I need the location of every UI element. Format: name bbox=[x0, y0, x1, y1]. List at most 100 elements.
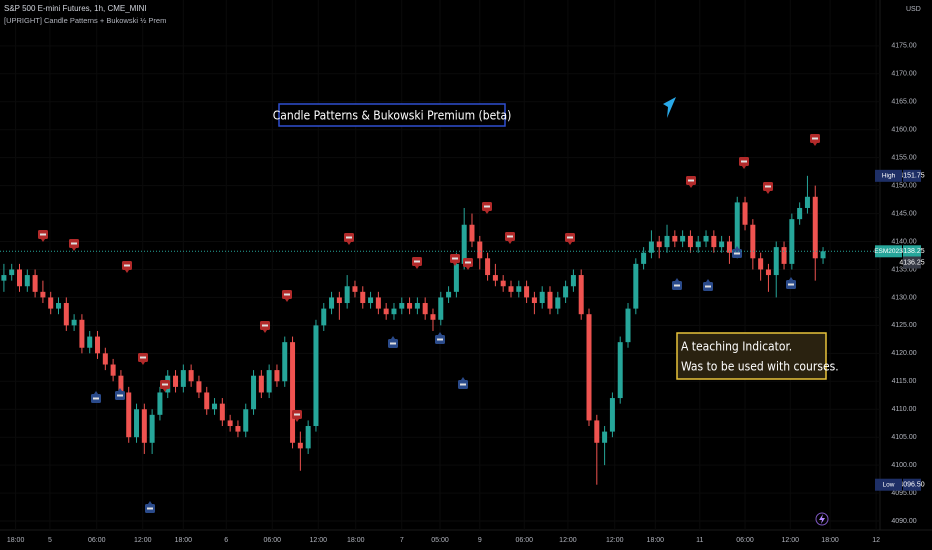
pattern-badge-text bbox=[294, 413, 300, 416]
price-tag: Low bbox=[883, 481, 895, 488]
candle-body bbox=[251, 375, 257, 410]
candle-body bbox=[531, 297, 537, 304]
candle-body bbox=[703, 235, 709, 242]
candle-body bbox=[329, 297, 335, 309]
candle-body bbox=[258, 375, 264, 393]
candle-body bbox=[555, 297, 561, 309]
y-tick-label: 4175.00 bbox=[891, 43, 916, 50]
candle-body bbox=[313, 325, 319, 427]
candle-body bbox=[469, 224, 475, 242]
pattern-badge-tip bbox=[766, 191, 770, 194]
candle-body bbox=[516, 286, 522, 292]
candle-body bbox=[391, 308, 397, 315]
price-label: 4136.25 bbox=[899, 259, 924, 266]
x-tick-label: 06:00 bbox=[88, 537, 106, 544]
pattern-badge-tip bbox=[453, 263, 457, 266]
pattern-badge-text bbox=[705, 285, 711, 288]
candle-body bbox=[24, 275, 30, 287]
y-tick-label: 4130.00 bbox=[891, 294, 916, 301]
candle-body bbox=[602, 431, 608, 443]
pattern-badge-tip bbox=[163, 389, 167, 392]
price-label-bg bbox=[903, 169, 921, 182]
candle-body bbox=[422, 303, 428, 315]
candle-body bbox=[508, 286, 514, 292]
y-tick-label: 4125.00 bbox=[891, 322, 916, 329]
candle-body bbox=[282, 342, 288, 382]
candle-body bbox=[235, 426, 241, 432]
pattern-badge-tip bbox=[285, 299, 289, 302]
candle-body bbox=[375, 297, 381, 309]
candle-body bbox=[352, 286, 358, 292]
candle-body bbox=[672, 235, 678, 242]
candle-body bbox=[266, 370, 272, 393]
y-tick-label: 4090.00 bbox=[891, 518, 916, 525]
x-tick-label: 18:00 bbox=[175, 537, 193, 544]
y-tick-label: 4145.00 bbox=[891, 210, 916, 217]
pattern-badge-text bbox=[71, 242, 77, 245]
alert-icon[interactable] bbox=[815, 512, 829, 526]
y-tick-label: 4140.00 bbox=[891, 238, 916, 245]
x-tick-label: 5 bbox=[48, 537, 52, 544]
price-tag-bg bbox=[875, 169, 902, 182]
candle-body bbox=[336, 297, 342, 304]
candle-body bbox=[126, 392, 132, 438]
candle-body bbox=[32, 275, 38, 292]
price-tag-bg bbox=[875, 478, 902, 491]
price-label: 4138.25 bbox=[899, 248, 924, 255]
y-tick-label: 4170.00 bbox=[891, 71, 916, 78]
candle-body bbox=[71, 319, 77, 326]
candle-body bbox=[524, 286, 530, 298]
pattern-badge-tip bbox=[347, 242, 351, 245]
pattern-badge-tip bbox=[148, 501, 152, 504]
price-tag: ESM2023 bbox=[874, 248, 903, 255]
candle-body bbox=[804, 196, 810, 208]
title-box bbox=[278, 103, 506, 127]
pattern-badge-text bbox=[346, 236, 352, 239]
pattern-badge-text bbox=[465, 261, 471, 264]
candle-body bbox=[547, 291, 553, 309]
x-tick-label: 12:00 bbox=[606, 537, 624, 544]
pattern-badge-text bbox=[262, 324, 268, 327]
pattern-badge-tip bbox=[485, 211, 489, 214]
pattern-badge-tip bbox=[295, 419, 299, 422]
candle-body bbox=[196, 381, 202, 393]
candle-body bbox=[586, 314, 592, 421]
chart-title: S&P 500 E-mini Futures, 1h, CME_MINI bbox=[4, 4, 147, 13]
y-tick-label: 4120.00 bbox=[891, 350, 916, 357]
pattern-badge-tip bbox=[118, 388, 122, 391]
pattern-badge-tip bbox=[789, 277, 793, 280]
x-tick-label: 6 bbox=[224, 537, 228, 544]
pattern-badge-tip bbox=[568, 242, 572, 245]
candle-body bbox=[414, 303, 420, 309]
x-tick-label: 18:00 bbox=[347, 537, 365, 544]
pattern-badge-tip bbox=[461, 377, 465, 380]
candle-body bbox=[578, 275, 584, 315]
candle-body bbox=[321, 308, 327, 326]
candle-body bbox=[399, 303, 405, 309]
pattern-badge-tip bbox=[415, 266, 419, 269]
price-label: 4151.75 bbox=[899, 173, 924, 180]
y-tick-label: 4100.00 bbox=[891, 462, 916, 469]
candle-body bbox=[407, 303, 413, 309]
candle-body bbox=[492, 275, 498, 281]
pattern-badge-tip bbox=[466, 267, 470, 270]
pattern-badge-tip bbox=[72, 248, 76, 251]
candle-body bbox=[141, 409, 147, 443]
candle-body bbox=[63, 303, 69, 326]
currency: USD bbox=[906, 6, 921, 13]
pattern-badge-tip bbox=[391, 336, 395, 339]
candle-body bbox=[453, 263, 459, 292]
candle-body bbox=[360, 291, 366, 304]
candle-body bbox=[188, 370, 194, 382]
pattern-badge-tip bbox=[125, 270, 129, 273]
x-tick-label: 18:00 bbox=[821, 537, 839, 544]
candle-body bbox=[664, 235, 670, 248]
candle-body bbox=[789, 219, 795, 264]
x-tick-label: 06:00 bbox=[736, 537, 754, 544]
candle-body bbox=[758, 258, 764, 270]
candle-body bbox=[56, 303, 62, 309]
candle-body bbox=[344, 286, 350, 304]
pattern-badge-text bbox=[507, 235, 513, 238]
pattern-badge-tip bbox=[742, 166, 746, 169]
